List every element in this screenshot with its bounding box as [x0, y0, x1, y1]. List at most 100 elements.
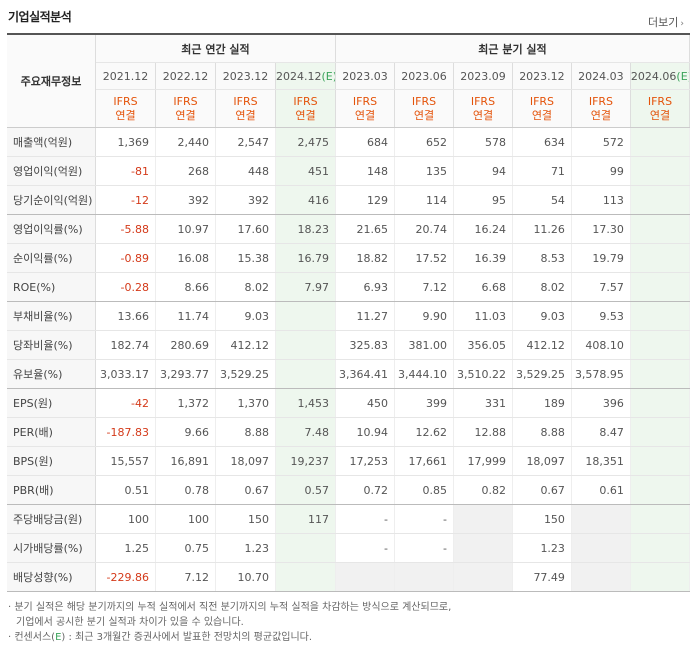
footnote-1-cont: 기업에서 공시한 분기 실적과 차이가 있을 수 있습니다. [16, 617, 244, 628]
quarter-cell [630, 504, 691, 534]
stub-header: 주요재무정보 [7, 34, 96, 128]
quarter-cell: 54 [512, 185, 572, 215]
annual-cell: 100 [155, 504, 216, 534]
annual-cell: -0.89 [95, 243, 156, 273]
quarter-cell: 7.57 [571, 272, 631, 302]
period-label: 2023.12 [222, 69, 269, 83]
annual-period-header: 2022.12 [155, 62, 216, 90]
quarter-cell: 3,529.25 [512, 359, 572, 389]
quarter-cell: 7.12 [394, 272, 454, 302]
basis-standard: IFRS [113, 94, 138, 108]
quarter-cell: 135 [394, 156, 454, 186]
annual-cell: -5.88 [95, 214, 156, 244]
basis-standard: IFRS [470, 94, 496, 108]
annual-cell: 0.78 [155, 475, 216, 505]
quarter-cell [453, 562, 513, 592]
quarter-cell: 6.93 [335, 272, 395, 302]
basis-standard: IFRS [352, 94, 378, 108]
row-label: BPS(원) [7, 446, 96, 476]
table-row: 부채비율(%) 13.66 11.74 9.03 11.27 9.90 11.03 9.03 9… [7, 301, 691, 331]
basis-scope: 연결 [531, 108, 553, 122]
annual-cell: 412.12 [215, 330, 276, 360]
annual-cell: 3,293.77 [155, 359, 216, 389]
ifrs-basis-header: IFRS 연결 [630, 89, 691, 128]
basis-standard: IFRS [411, 94, 437, 108]
annual-cell: 7.12 [155, 562, 216, 592]
table-row: 순이익률(%) -0.89 16.08 15.38 16.79 18.82 17.52 16.… [7, 243, 691, 273]
annual-cell: 17.60 [215, 214, 276, 244]
quarter-cell: 94 [453, 156, 513, 186]
annual-cell: 10.70 [215, 562, 276, 592]
annual-cell: 1,372 [155, 388, 216, 418]
estimate-mark: (E) [676, 69, 688, 83]
annual-cell: -12 [95, 185, 156, 215]
quarter-cell: 8.02 [512, 272, 572, 302]
quarter-cell: 0.82 [453, 475, 513, 505]
basis-scope: 연결 [175, 108, 196, 122]
annual-cell: 3,529.25 [215, 359, 276, 389]
quarter-cell: 18.82 [335, 243, 395, 273]
ifrs-basis-header: IFRS 연결 [453, 89, 513, 128]
annual-cell: 15,557 [95, 446, 156, 476]
annual-cell: -229.86 [95, 562, 156, 592]
ifrs-basis-header: IFRS 연결 [571, 89, 631, 128]
quarter-cell: 17,661 [394, 446, 454, 476]
annual-cell: 7.48 [275, 417, 337, 447]
row-label: 영업이익(억원) [7, 156, 96, 186]
basis-scope: 연결 [295, 108, 316, 122]
quarter-cell: 189 [512, 388, 572, 418]
annual-period-header: 2021.12 [95, 62, 156, 90]
quarter-cell: 396 [571, 388, 631, 418]
quarter-cell [630, 127, 691, 157]
annual-cell [275, 330, 337, 360]
period-label: 2021.12 [102, 69, 149, 83]
more-label: 더보기 [648, 16, 679, 29]
table-row: 배당성향(%) -229.86 7.12 10.70 77.49 [7, 562, 691, 592]
period-label: 2024.03 [578, 69, 624, 83]
more-link[interactable]: 더보기 › [648, 14, 684, 30]
row-label: 유보율(%) [7, 359, 96, 389]
table-row: 영업이익(억원) -81 268 448 451 148 135 94 71 99 [7, 156, 691, 186]
annual-cell: 2,440 [155, 127, 216, 157]
row-label: ROE(%) [7, 272, 96, 302]
period-label: 2024.06 [630, 69, 677, 83]
annual-cell: 19,237 [275, 446, 337, 476]
annual-cell: 11.74 [155, 301, 216, 331]
row-label: 주당배당금(원) [7, 504, 96, 534]
annual-group-header: 최근 연간 실적 [95, 34, 337, 63]
basis-scope: 연결 [590, 108, 612, 122]
quarter-cell: - [335, 533, 395, 563]
annual-cell: 0.75 [155, 533, 216, 563]
table-row: 주당배당금(원) 100 100 150 117- -150 [7, 504, 691, 534]
annual-cell: 182.74 [95, 330, 156, 360]
annual-cell: 2,547 [215, 127, 276, 157]
annual-cell [275, 359, 337, 389]
quarter-cell: 95 [453, 185, 513, 215]
period-label: 2023.06 [401, 69, 447, 83]
quarter-cell [630, 301, 691, 331]
quarter-cell: 450 [335, 388, 395, 418]
table-row: 시가배당률(%) 1.25 0.75 1.23- -1.23 [7, 533, 691, 563]
annual-cell: 117 [275, 504, 337, 534]
annual-cell: -0.28 [95, 272, 156, 302]
annual-period-header: 2024.12(E) [275, 62, 337, 90]
row-label: 시가배당률(%) [7, 533, 96, 563]
annual-cell: 3,033.17 [95, 359, 156, 389]
quarter-cell [571, 562, 631, 592]
quarter-cell [335, 562, 395, 592]
annual-cell: 1.25 [95, 533, 156, 563]
basis-standard: IFRS [173, 94, 198, 108]
quarter-cell: 150 [512, 504, 572, 534]
annual-cell: 392 [215, 185, 276, 215]
annual-cell: 18.23 [275, 214, 337, 244]
quarter-cell: - [335, 504, 395, 534]
row-label: 부채비율(%) [7, 301, 96, 331]
quarter-cell: 8.88 [512, 417, 572, 447]
ifrs-basis-header: IFRS 연결 [394, 89, 454, 128]
quarter-cell: 21.65 [335, 214, 395, 244]
annual-cell: 1,369 [95, 127, 156, 157]
table-row: BPS(원) 15,557 16,891 18,097 19,237 17,253 17,6… [7, 446, 691, 476]
basis-scope: 연결 [115, 108, 136, 122]
quarter-period-header: 2023.09 [453, 62, 513, 90]
annual-cell: 8.88 [215, 417, 276, 447]
